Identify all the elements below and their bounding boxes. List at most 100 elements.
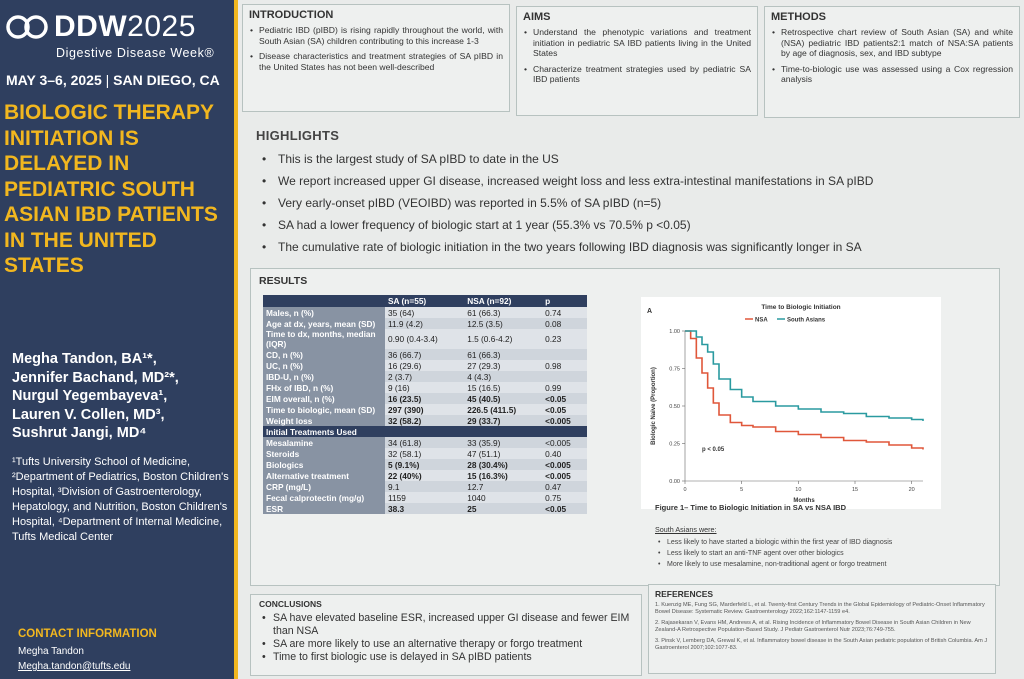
table-cell: 61 (66.3) — [464, 349, 543, 360]
table-cell: 15 (16.5) — [464, 382, 543, 393]
x-tick-label: 10 — [795, 487, 801, 493]
dateline-separator: | — [105, 72, 110, 88]
dateline: MAY 3–6, 2025 | SAN DIEGO, CA — [6, 72, 220, 88]
logo-wordmark: DDW2025 — [54, 10, 196, 43]
table-row: CD, n (%) 36 (66.7) 61 (66.3) — [263, 349, 587, 360]
table-cell: 226.5 (411.5) — [464, 404, 543, 415]
table-cell: 29 (33.7) — [464, 415, 543, 426]
table-cell: 34 (61.8) — [385, 437, 465, 448]
table-cell: <0.05 — [542, 503, 587, 514]
chart-panel-label: A — [647, 308, 652, 315]
y-tick-label: 1.00 — [669, 329, 680, 335]
row-label-cell: EIM overall, n (%) — [263, 393, 385, 404]
logo-subtitle: Digestive Disease Week® — [56, 46, 215, 60]
y-tick-label: 0.00 — [669, 479, 680, 485]
south-asian-summary-item: Less likely to have started a biologic w… — [655, 537, 985, 548]
x-tick-label: 5 — [740, 487, 743, 493]
table-cell: <0.05 — [542, 404, 587, 415]
aims-item: Characterize treatment strategies used b… — [523, 64, 751, 85]
table-row: EIM overall, n (%) 16 (23.5) 45 (40.5) <0.0… — [263, 393, 587, 404]
legend-label-sa: South Asians — [787, 318, 826, 324]
author: Lauren V. Collen, MD³, — [12, 406, 165, 423]
poster-body: INTRODUCTION Pediatric IBD (pIBD) is ris… — [238, 0, 1024, 679]
table-row: Time to dx, months, median (IQR) 0.90 (0.… — [263, 329, 587, 349]
figure-caption: Figure 1– Time to Biologic Initiation in… — [655, 503, 846, 512]
row-label-cell: Time to dx, months, median (IQR) — [263, 329, 385, 349]
row-label-cell: Biologics — [263, 459, 385, 470]
table-section-row: Initial Treatments Used — [263, 426, 587, 437]
table-cell: 12.7 — [464, 481, 543, 492]
table-section-label: Initial Treatments Used — [263, 426, 587, 437]
row-label-cell: Time to biologic, mean (SD) — [263, 404, 385, 415]
highlights-heading: HIGHLIGHTS — [256, 128, 340, 143]
legend-label-nsa: NSA — [755, 318, 768, 324]
table-cell: 1159 — [385, 492, 465, 503]
row-label-cell: ESR — [263, 503, 385, 514]
conclusions-box: CONCLUSIONS SA have elevated baseline ES… — [250, 594, 642, 676]
y-tick-label: 0.50 — [669, 404, 680, 410]
y-tick-label: 0.25 — [669, 442, 680, 448]
table-cell: 0.08 — [542, 318, 587, 329]
row-label-cell: Males, n (%) — [263, 307, 385, 318]
table-cell: 0.40 — [542, 448, 587, 459]
aims-heading: AIMS — [523, 11, 551, 23]
row-label-cell: Alternative treatment — [263, 470, 385, 481]
affiliations: ¹Tufts University School of Medicine, ²D… — [12, 456, 229, 543]
contact-information: CONTACT INFORMATION Megha Tandon Megha.t… — [18, 628, 238, 672]
table-cell: 22 (40%) — [385, 470, 465, 481]
nsa-survival-curve — [685, 330, 924, 450]
south-asian-summary-title: South Asians were: — [655, 525, 717, 534]
table-cell: 297 (390) — [385, 404, 465, 415]
table-cell: 9.1 — [385, 481, 465, 492]
table-row: IBD-U, n (%) 2 (3.7) 4 (4.3) — [263, 371, 587, 382]
aims-item: Understand the phenotypic variations and… — [523, 27, 751, 59]
row-label-cell: UC, n (%) — [263, 360, 385, 371]
author: Megha Tandon, BA¹*, — [12, 351, 157, 367]
contact-email-link[interactable]: Megha.tandon@tufts.edu — [18, 661, 131, 672]
table-cell: 32 (58.2) — [385, 415, 465, 426]
row-label-cell: FHx of IBD, n (%) — [263, 382, 385, 393]
row-label-cell: Fecal calprotectin (mg/g) — [263, 492, 385, 503]
x-tick-label: 15 — [852, 487, 858, 493]
table-header-cell — [263, 295, 385, 307]
methods-heading: METHODS — [771, 11, 826, 23]
results-box: RESULTS SA (n=55) NSA (n=92) p Males, n … — [250, 268, 1000, 586]
title-panel: DDW2025 Digestive Disease Week® MAY 3–6,… — [0, 0, 240, 679]
table-row: Alternative treatment 22 (40%) 15 (16.3%) <… — [263, 470, 587, 481]
ddw-logo-icon — [6, 15, 48, 39]
table-cell: 1.5 (0.6-4.2) — [464, 329, 543, 349]
table-cell: 0.47 — [542, 481, 587, 492]
table-cell: <0.005 — [542, 470, 587, 481]
x-tick-label: 0 — [683, 487, 686, 493]
table-cell: 27 (29.3) — [464, 360, 543, 371]
table-cell: 0.99 — [542, 382, 587, 393]
table-cell: 16 (23.5) — [385, 393, 465, 404]
table-cell: 0.75 — [542, 492, 587, 503]
table-cell: 0.98 — [542, 360, 587, 371]
introduction-heading: INTRODUCTION — [249, 9, 334, 21]
table-header-cell: p — [542, 295, 587, 307]
row-label-cell: CD, n (%) — [263, 349, 385, 360]
row-label-cell: Mesalamine — [263, 437, 385, 448]
table-cell: 45 (40.5) — [464, 393, 543, 404]
x-tick-label: 20 — [909, 487, 915, 493]
kaplan-meier-chart: A Time to Biologic Initiation NSA South Asi… — [641, 297, 941, 509]
author: Nurgul Yegembayeva¹, — [12, 388, 168, 404]
sa-survival-curve — [685, 330, 924, 421]
references-box: REFERENCES 1. Kuenzig ME, Fung SG, Marde… — [648, 584, 996, 674]
table-cell: 47 (51.1) — [464, 448, 543, 459]
y-axis-label: Biologic Naive (Proportion) — [651, 367, 657, 445]
row-label-cell: Age at dx, years, mean (SD) — [263, 318, 385, 329]
table-cell: 61 (66.3) — [464, 307, 543, 318]
row-label-cell: IBD-U, n (%) — [263, 371, 385, 382]
chart-background — [641, 297, 941, 509]
table-cell — [542, 349, 587, 360]
conclusion-item: SA have elevated baseline ESR, increased… — [259, 612, 633, 638]
author: Jennifer Bachand, MD²*, — [12, 369, 179, 386]
table-cell: 12.5 (3.5) — [464, 318, 543, 329]
table-cell: 15 (16.3%) — [464, 470, 543, 481]
table-header-cell: SA (n=55) — [385, 295, 465, 307]
conference-dates: MAY 3–6, 2025 — [6, 72, 102, 88]
poster-title: BIOLOGIC THERAPY INITIATION IS DELAYED I… — [4, 101, 218, 277]
table-cell: 38.3 — [385, 503, 465, 514]
